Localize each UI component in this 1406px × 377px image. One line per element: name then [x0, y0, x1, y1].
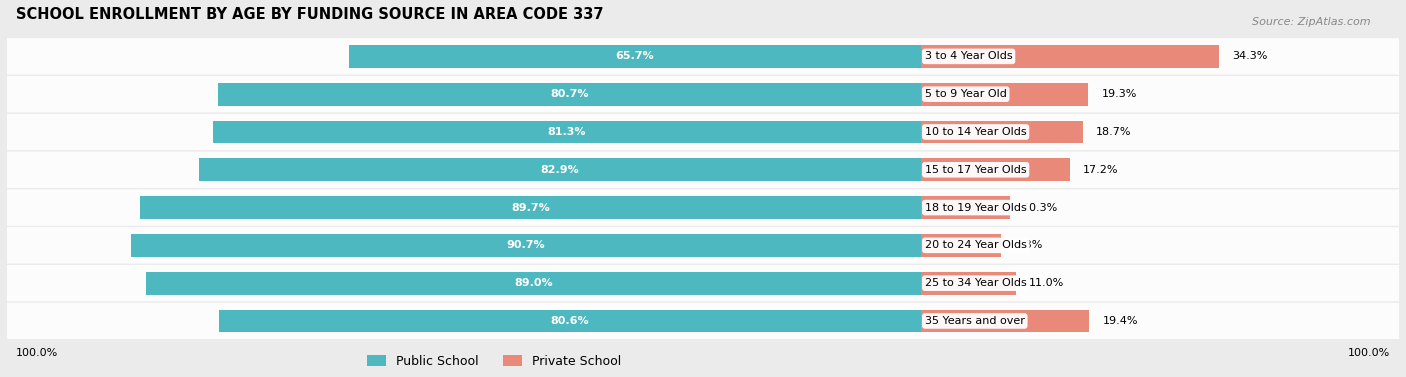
- FancyBboxPatch shape: [7, 38, 1406, 75]
- Bar: [214, 121, 921, 143]
- Text: 25 to 34 Year Olds: 25 to 34 Year Olds: [925, 278, 1026, 288]
- Text: 17.2%: 17.2%: [1083, 165, 1119, 175]
- Text: 80.6%: 80.6%: [551, 316, 589, 326]
- Text: 90.7%: 90.7%: [506, 241, 546, 250]
- Text: 89.0%: 89.0%: [515, 278, 553, 288]
- Text: 10 to 14 Year Olds: 10 to 14 Year Olds: [925, 127, 1026, 137]
- Bar: [218, 83, 921, 106]
- Text: 9.3%: 9.3%: [1015, 241, 1043, 250]
- Text: 89.7%: 89.7%: [510, 202, 550, 213]
- Bar: [921, 310, 1090, 332]
- Text: SCHOOL ENROLLMENT BY AGE BY FUNDING SOURCE IN AREA CODE 337: SCHOOL ENROLLMENT BY AGE BY FUNDING SOUR…: [15, 7, 603, 21]
- Text: 19.4%: 19.4%: [1102, 316, 1137, 326]
- FancyBboxPatch shape: [7, 76, 1406, 112]
- Bar: [146, 272, 921, 294]
- FancyBboxPatch shape: [7, 265, 1406, 301]
- Text: 3 to 4 Year Olds: 3 to 4 Year Olds: [925, 51, 1012, 61]
- Bar: [921, 272, 1017, 294]
- FancyBboxPatch shape: [7, 227, 1406, 264]
- Bar: [349, 45, 921, 68]
- FancyBboxPatch shape: [7, 303, 1406, 339]
- Bar: [200, 158, 921, 181]
- Text: 100.0%: 100.0%: [15, 348, 58, 358]
- FancyBboxPatch shape: [7, 152, 1406, 188]
- Text: 81.3%: 81.3%: [547, 127, 586, 137]
- Text: 11.0%: 11.0%: [1029, 278, 1064, 288]
- Text: 18 to 19 Year Olds: 18 to 19 Year Olds: [925, 202, 1026, 213]
- Legend: Public School, Private School: Public School, Private School: [361, 350, 626, 373]
- Text: 82.9%: 82.9%: [540, 165, 579, 175]
- Text: 18.7%: 18.7%: [1097, 127, 1132, 137]
- Bar: [219, 310, 921, 332]
- Bar: [921, 83, 1088, 106]
- Text: 19.3%: 19.3%: [1101, 89, 1137, 99]
- Text: Source: ZipAtlas.com: Source: ZipAtlas.com: [1253, 17, 1371, 27]
- Bar: [131, 234, 921, 257]
- Text: 20 to 24 Year Olds: 20 to 24 Year Olds: [925, 241, 1026, 250]
- Text: 5 to 9 Year Old: 5 to 9 Year Old: [925, 89, 1007, 99]
- Bar: [921, 121, 1083, 143]
- Text: 10.3%: 10.3%: [1024, 202, 1059, 213]
- Text: 15 to 17 Year Olds: 15 to 17 Year Olds: [925, 165, 1026, 175]
- Text: 80.7%: 80.7%: [550, 89, 589, 99]
- Text: 65.7%: 65.7%: [616, 51, 654, 61]
- Bar: [921, 196, 1010, 219]
- Text: 35 Years and over: 35 Years and over: [925, 316, 1025, 326]
- Bar: [921, 158, 1070, 181]
- Bar: [921, 45, 1219, 68]
- Text: 34.3%: 34.3%: [1232, 51, 1267, 61]
- FancyBboxPatch shape: [7, 189, 1406, 226]
- Bar: [921, 234, 1001, 257]
- Text: 100.0%: 100.0%: [1348, 348, 1391, 358]
- Bar: [141, 196, 921, 219]
- FancyBboxPatch shape: [7, 114, 1406, 150]
